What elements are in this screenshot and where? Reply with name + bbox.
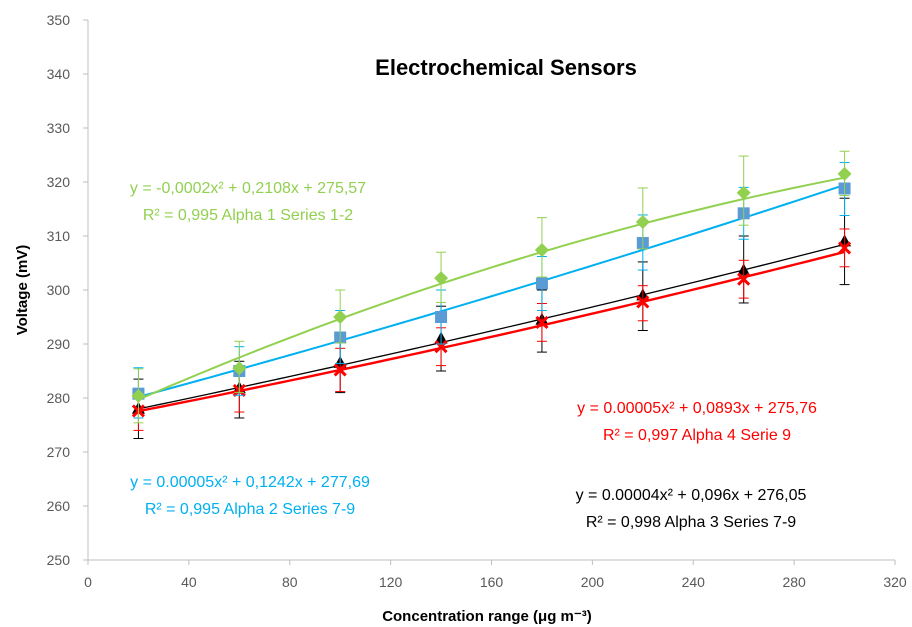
x-tick-label: 240 (682, 574, 706, 590)
data-point (434, 271, 449, 286)
y-tick-label: 250 (47, 552, 71, 568)
x-tick-label: 120 (379, 574, 403, 590)
x-tick-label: 160 (480, 574, 504, 590)
data-point (837, 166, 852, 181)
data-point (131, 388, 146, 403)
series-2 (132, 162, 851, 419)
y-tick-labels: 250 260 270 280 290 300 310 320 330 340 350 (47, 12, 88, 568)
equation-label-alpha-1: y = -0,0002x² + 0,2108x + 275,57 (130, 180, 366, 197)
trendline-series-1 (138, 176, 845, 401)
data-point (333, 310, 348, 324)
equation-label-alpha-4: y = 0.00005x² + 0,0893x + 275,76 (577, 400, 817, 417)
y-tick-label: 270 (47, 444, 71, 460)
x-tick-label: 320 (883, 574, 907, 590)
data-point (333, 363, 347, 377)
trendline-series-4 (138, 250, 845, 413)
equation-label-alpha-3: y = 0.00004x² + 0,096x + 276,05 (576, 487, 807, 504)
trendline-series-2 (138, 184, 845, 398)
y-axis-title: Voltage (mV) (14, 245, 31, 336)
x-tick-label: 0 (84, 574, 92, 590)
x-tick-labels: 0 40 80 120 160 200 240 280 320 (84, 560, 907, 590)
x-tick-label: 280 (782, 574, 806, 590)
data-point (232, 361, 247, 376)
data-point (635, 214, 650, 229)
y-tick-label: 340 (47, 66, 71, 82)
y-tick-label: 310 (47, 228, 71, 244)
data-point (535, 277, 548, 290)
y-tick-label: 350 (47, 12, 71, 28)
y-tick-label: 320 (47, 174, 71, 190)
r2-label-alpha-1: R² = 0,995 Alpha 1 Series 1-2 (143, 207, 353, 224)
data-point (534, 243, 549, 258)
y-tick-label: 260 (47, 498, 71, 514)
y-tick-label: 330 (47, 120, 71, 136)
chart-title: Electrochemical Sensors (375, 55, 637, 80)
trendline-series-3 (138, 243, 845, 410)
data-point (434, 340, 448, 354)
data-point (737, 272, 751, 286)
r2-label-alpha-3: R² = 0,998 Alpha 3 Series 7-9 (586, 514, 796, 531)
data-point (838, 241, 852, 255)
equation-label-alpha-2: y = 0.00005x² + 0,1242x + 277,69 (130, 474, 370, 491)
series-1 (131, 150, 852, 424)
x-tick-label: 200 (581, 574, 605, 590)
y-tick-label: 290 (47, 336, 71, 352)
series-layer (131, 150, 852, 439)
x-tick-label: 40 (181, 574, 197, 590)
x-axis-title: Concentration range (μg m⁻³) (382, 608, 592, 625)
r2-label-alpha-4: R² = 0,997 Alpha 4 Serie 9 (603, 427, 791, 444)
series-4 (131, 228, 852, 431)
data-point (535, 315, 549, 329)
r2-label-alpha-2: R² = 0,995 Alpha 2 Series 7-9 (145, 501, 355, 518)
y-tick-label: 280 (47, 390, 71, 406)
y-tick-label: 300 (47, 282, 71, 298)
data-point (736, 185, 751, 200)
data-point (636, 295, 650, 309)
data-point (435, 311, 448, 323)
x-tick-label: 80 (282, 574, 298, 590)
